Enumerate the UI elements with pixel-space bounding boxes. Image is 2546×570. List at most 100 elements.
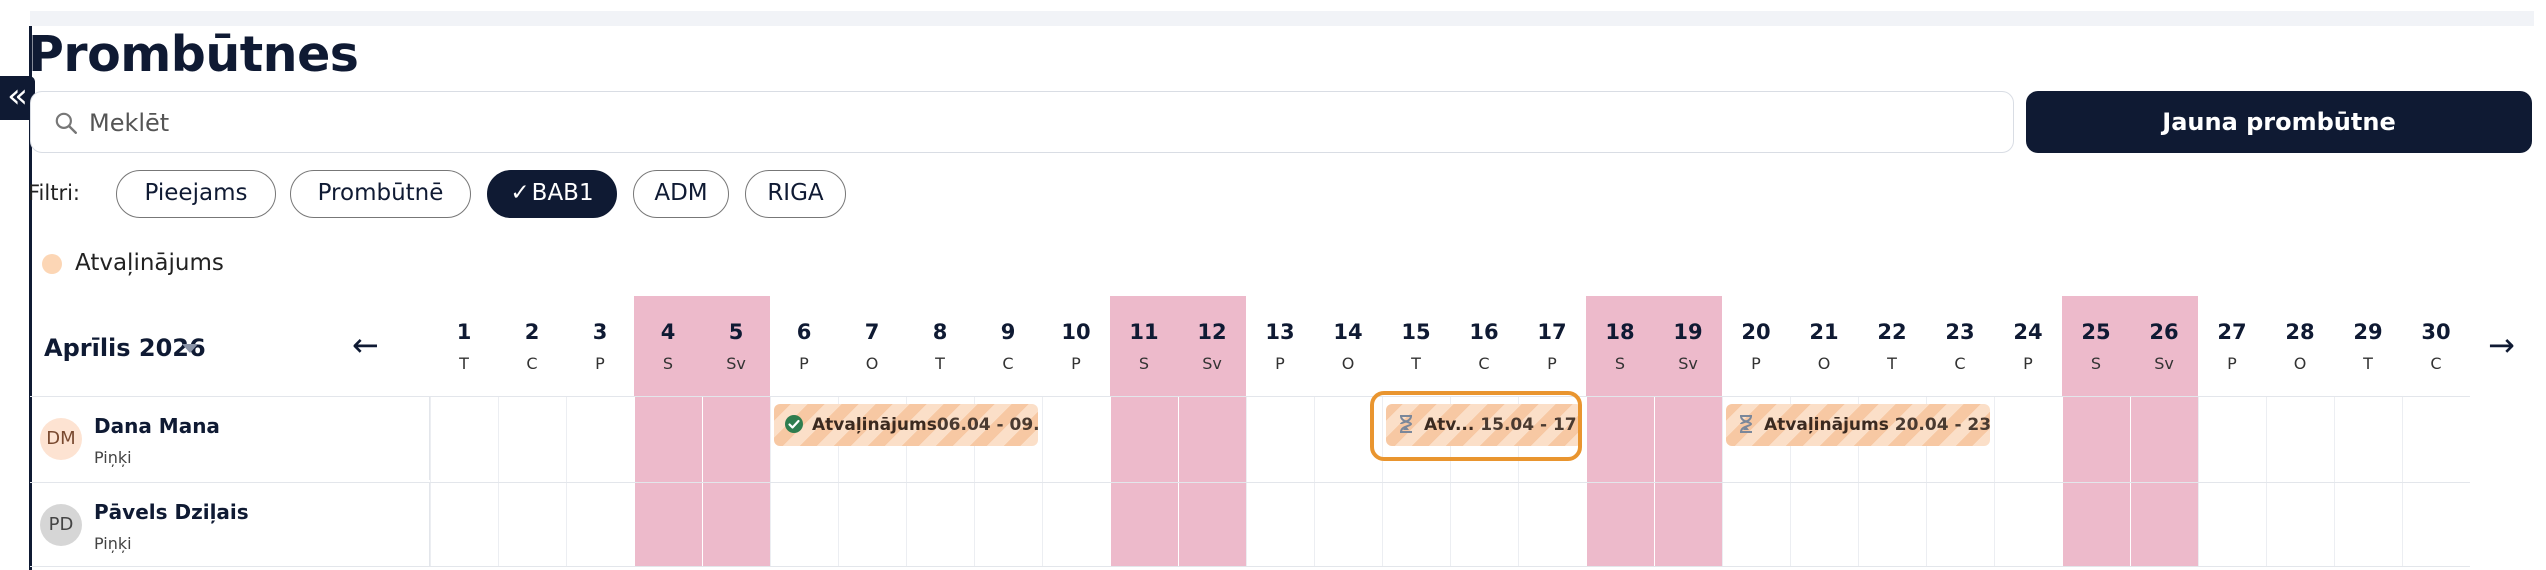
filter-chip-pieejams[interactable]: Pieejams (116, 170, 276, 218)
day-weekday: T (935, 354, 945, 373)
day-weekday: S (2090, 354, 2102, 373)
day-weekday: Sv (726, 354, 746, 373)
day-number: 3 (592, 320, 608, 344)
day-cell-column[interactable] (2334, 396, 2402, 566)
day-cell-column[interactable] (2130, 396, 2198, 566)
day-cell-column[interactable] (1790, 396, 1858, 566)
day-weekday: T (1411, 354, 1421, 373)
day-header: 5 Sv (702, 296, 770, 396)
day-cell-column[interactable] (1722, 396, 1790, 566)
arrow-left-icon[interactable]: ← (352, 326, 379, 364)
filter-chip-prombūtnē[interactable]: Prombūtnē (290, 170, 471, 218)
day-number: 23 (1945, 320, 1975, 344)
day-number: 30 (2421, 320, 2451, 344)
day-header: 27 P (2198, 296, 2266, 396)
day-cell-column[interactable] (430, 396, 498, 566)
sidebar-edge (29, 26, 32, 570)
day-number: 29 (2353, 320, 2383, 344)
filter-chip-riga[interactable]: RIGA (745, 170, 846, 218)
day-header: 14 O (1314, 296, 1382, 396)
day-number: 25 (2081, 320, 2111, 344)
day-cell-column[interactable] (566, 396, 634, 566)
day-header: 26 Sv (2130, 296, 2198, 396)
selected-absence-highlight (1370, 391, 1582, 461)
day-cell-column[interactable] (634, 396, 702, 566)
legend-label: Atvaļinājums (75, 250, 224, 276)
absence-label: Atvaļinājums (1764, 415, 1889, 435)
employee-row[interactable]: PD Pāvels Dziļais Piņķi (30, 482, 430, 566)
day-cell-column[interactable] (906, 396, 974, 566)
absence-bar[interactable]: Atv... 15.04 - 17.04 (1386, 404, 1582, 446)
day-weekday: T (459, 354, 469, 373)
search-box[interactable] (30, 91, 2014, 153)
absence-bar[interactable]: Atvaļinājums06.04 - 09.04 (774, 404, 1038, 446)
day-cell-column[interactable] (974, 396, 1042, 566)
new-absence-button[interactable]: Jauna prombūtne (2026, 91, 2532, 153)
day-number: 2 (524, 320, 540, 344)
day-header: 29 T (2334, 296, 2402, 396)
day-number: 20 (1741, 320, 1771, 344)
day-cell-column[interactable] (1858, 396, 1926, 566)
day-header: 24 P (1994, 296, 2062, 396)
avatar: DM (40, 418, 82, 460)
employee-group: Piņķi (94, 448, 132, 467)
month-selector[interactable]: Aprīlis 2026 (44, 334, 206, 362)
day-number: 6 (796, 320, 812, 344)
day-header: 13 P (1246, 296, 1314, 396)
top-bar (30, 11, 2534, 26)
absence-bar[interactable]: Atvaļinājums 20.04 - 23.04 (1726, 404, 1990, 446)
day-cell-column[interactable] (1994, 396, 2062, 566)
day-cell-column[interactable] (1450, 396, 1518, 566)
day-cell-column[interactable] (1178, 396, 1246, 566)
search-input[interactable] (87, 102, 1991, 144)
day-cell-column[interactable] (1654, 396, 1722, 566)
filter-chip-label: Prombūtnē (317, 180, 444, 206)
day-weekday: P (1751, 354, 1761, 373)
filter-chip-label: ADM (654, 180, 708, 206)
day-header: 15 T (1382, 296, 1450, 396)
day-cell-column[interactable] (770, 396, 838, 566)
employee-group: Piņķi (94, 534, 132, 553)
day-cell-column[interactable] (2198, 396, 2266, 566)
row-divider (30, 396, 2470, 397)
day-number: 17 (1537, 320, 1567, 344)
check-circle-icon (785, 414, 803, 433)
arrow-right-icon[interactable]: → (2488, 326, 2515, 364)
day-cell-column[interactable] (1518, 396, 1586, 566)
day-header: 11 S (1110, 296, 1178, 396)
day-number: 7 (864, 320, 880, 344)
day-cell-column[interactable] (2402, 396, 2470, 566)
filter-chip-adm[interactable]: ADM (633, 170, 729, 218)
day-number: 1 (456, 320, 472, 344)
employee-row[interactable]: DM Dana Mana Piņķi (30, 396, 430, 480)
day-weekday: Sv (1202, 354, 1222, 373)
day-cell-column[interactable] (838, 396, 906, 566)
day-number: 13 (1265, 320, 1295, 344)
day-header: 23 C (1926, 296, 1994, 396)
filter-chip-bab1[interactable]: ✓BAB1 (487, 170, 617, 218)
day-cell-column[interactable] (1246, 396, 1314, 566)
day-cell-column[interactable] (1110, 396, 1178, 566)
chevron-down-icon[interactable] (182, 344, 198, 353)
day-cell-column[interactable] (1042, 396, 1110, 566)
day-cell-column[interactable] (1382, 396, 1450, 566)
day-number: 22 (1877, 320, 1907, 344)
employee-name: Pāvels Dziļais (94, 500, 249, 524)
day-cell-column[interactable] (498, 396, 566, 566)
day-cell-column[interactable] (2266, 396, 2334, 566)
day-cell-column[interactable] (702, 396, 770, 566)
page-title: Prombūtnes (28, 26, 359, 83)
day-weekday: P (1071, 354, 1081, 373)
day-cell-column[interactable] (2062, 396, 2130, 566)
day-cell-column[interactable] (1926, 396, 1994, 566)
day-weekday: O (2293, 354, 2307, 373)
day-weekday: T (2363, 354, 2373, 373)
collapse-sidebar-icon[interactable]: « (0, 76, 35, 120)
day-cell-column[interactable] (1314, 396, 1382, 566)
day-cell-column[interactable] (1586, 396, 1654, 566)
